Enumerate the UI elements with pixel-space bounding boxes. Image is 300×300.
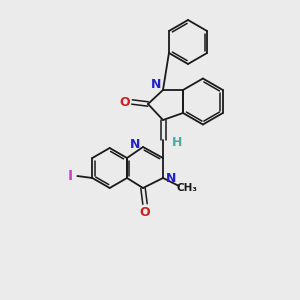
Text: N: N bbox=[166, 172, 176, 184]
Text: O: O bbox=[140, 206, 150, 218]
Text: CH₃: CH₃ bbox=[176, 183, 197, 193]
Text: H: H bbox=[172, 136, 182, 148]
Text: N: N bbox=[130, 139, 140, 152]
Text: O: O bbox=[120, 95, 130, 109]
Text: N: N bbox=[151, 79, 161, 92]
Text: I: I bbox=[68, 169, 73, 183]
